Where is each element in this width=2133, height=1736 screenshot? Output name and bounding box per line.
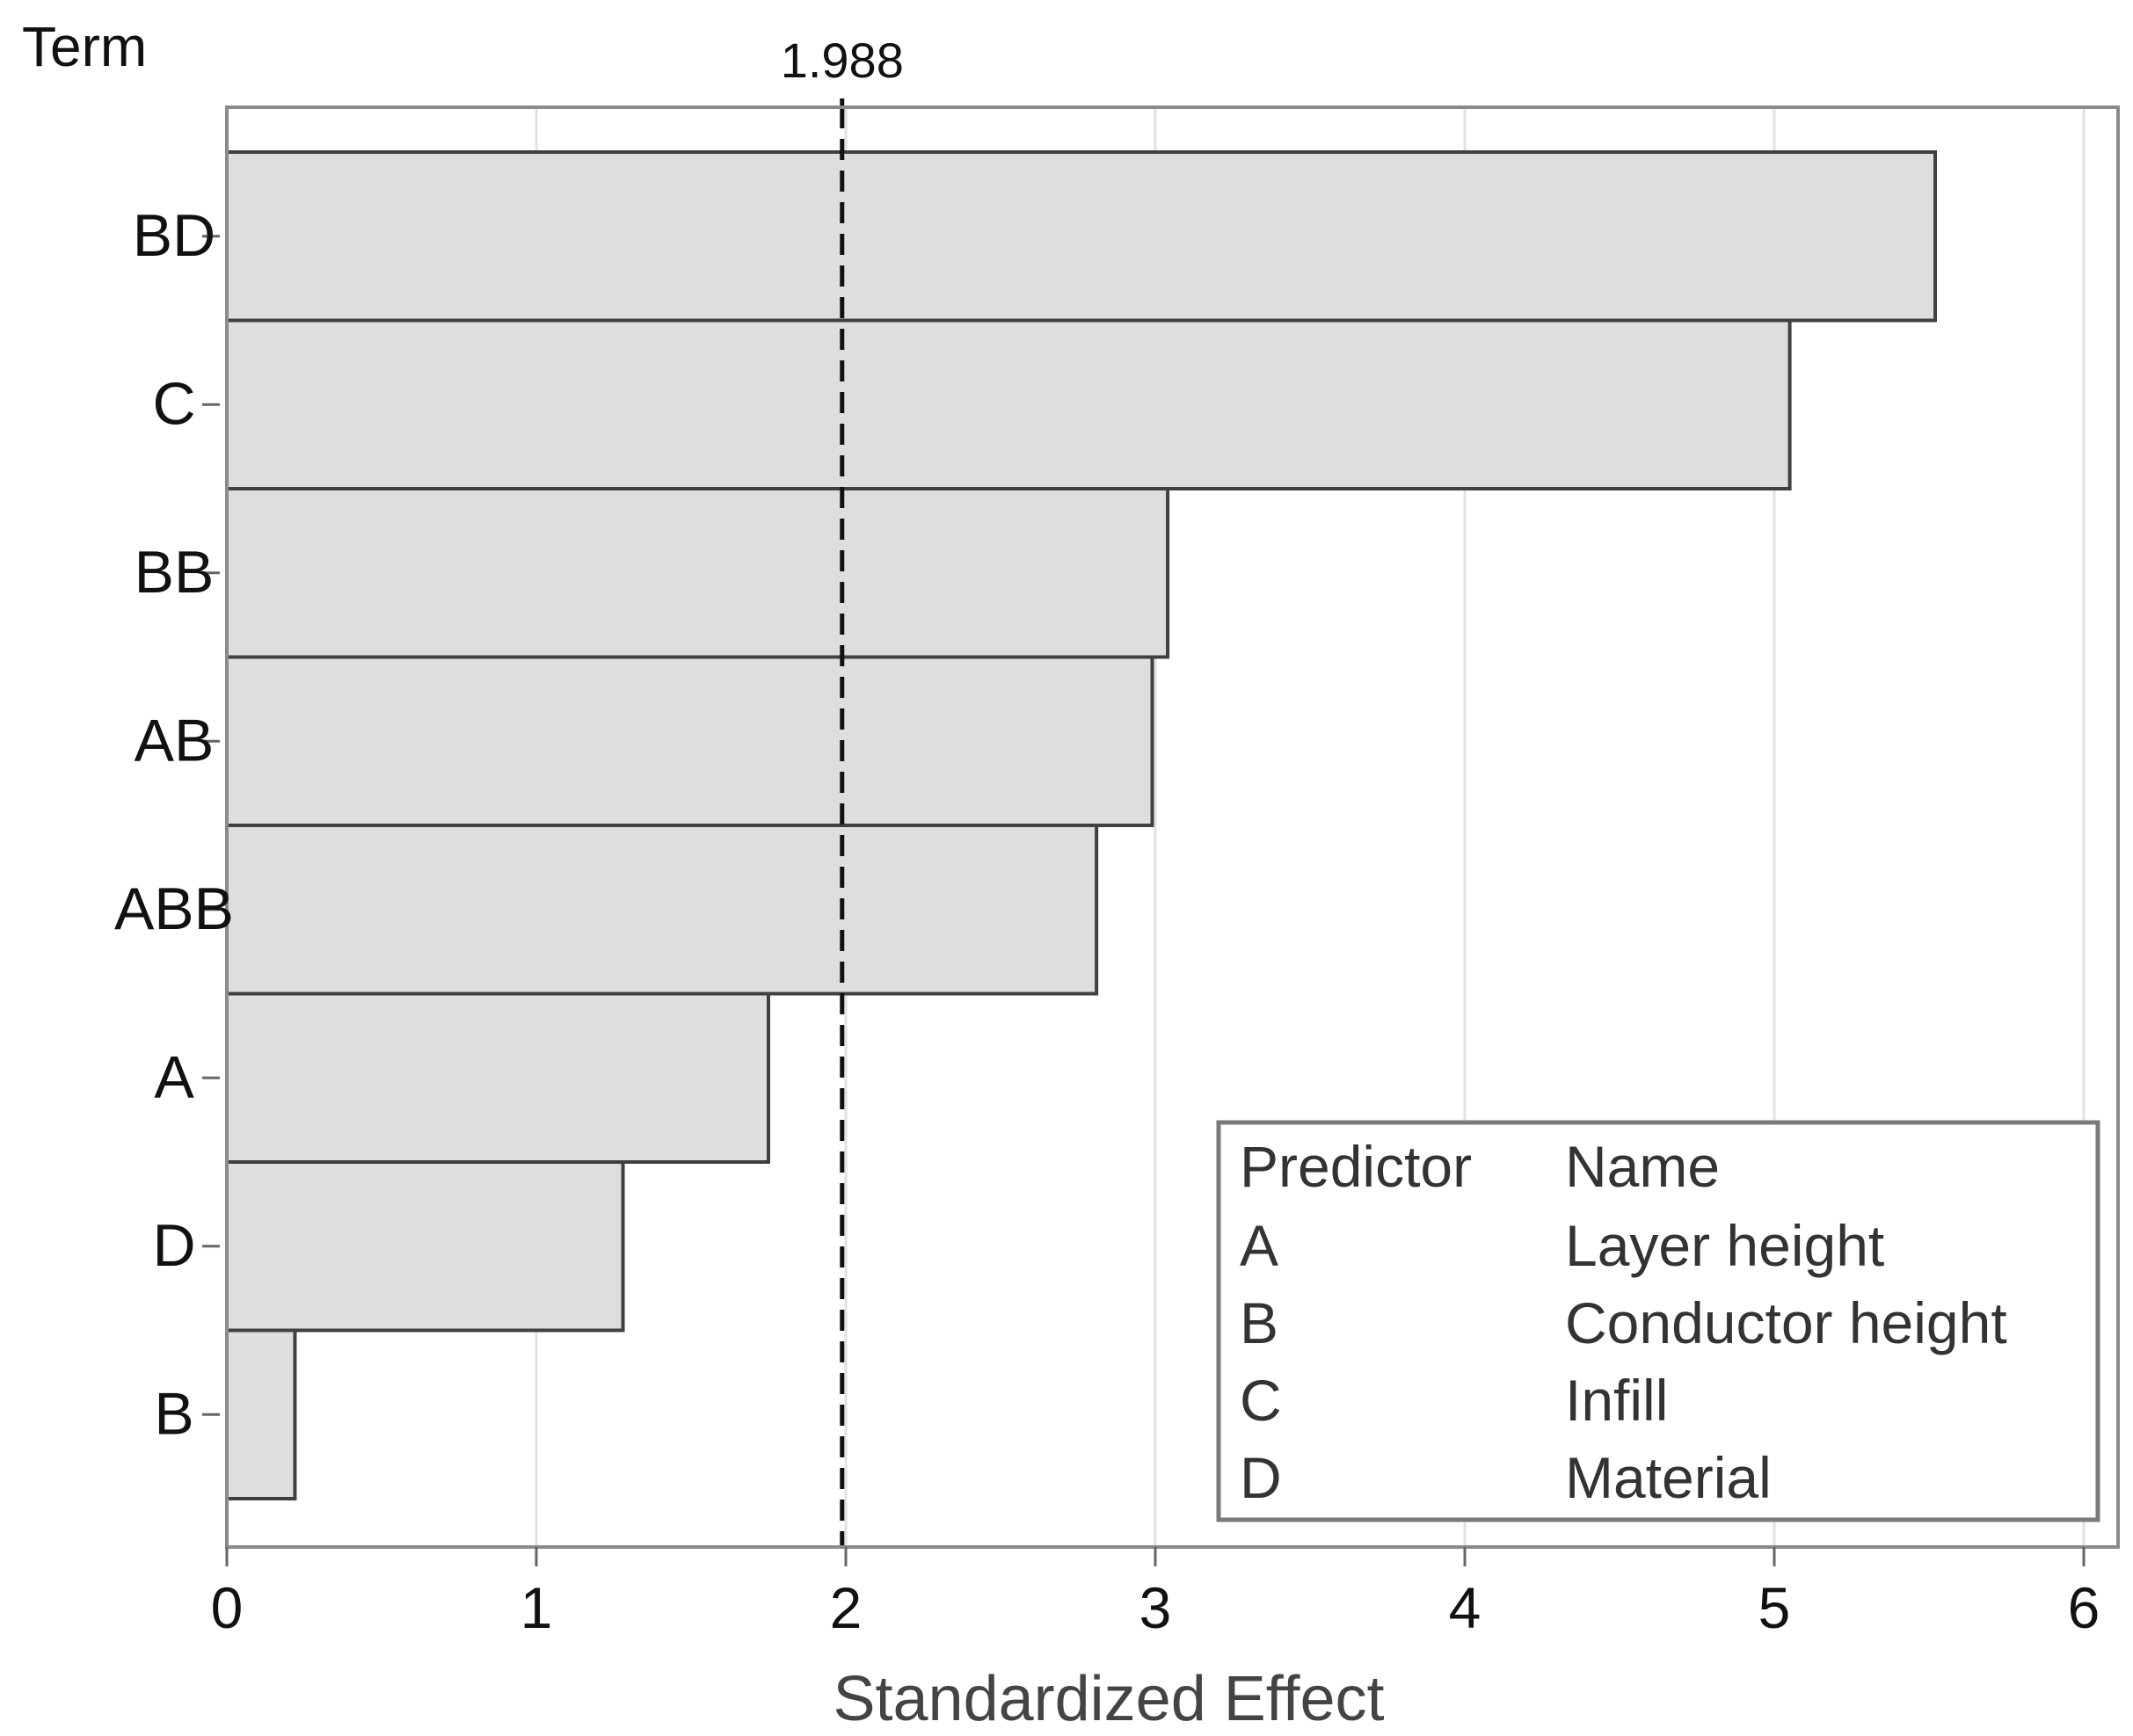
- legend-name-b: Conductor height: [1565, 1290, 2007, 1355]
- legend-name-c: Infill: [1565, 1368, 1668, 1433]
- x-tick-label-4: 4: [1449, 1575, 1481, 1640]
- legend-predictor-a: A: [1240, 1213, 1278, 1278]
- x-tick-label-6: 6: [2068, 1575, 2100, 1640]
- x-tick-label-1: 1: [521, 1575, 553, 1640]
- plot-frame: [225, 105, 2120, 1549]
- x-axis-title: Standardized Effect: [833, 1664, 1384, 1734]
- y-tick-label-b: B: [154, 1380, 193, 1447]
- legend-name-d: Material: [1565, 1445, 1772, 1510]
- legend-box: [1216, 1120, 2100, 1522]
- y-tick-label-abb: ABB: [114, 875, 234, 942]
- bar-b: [225, 1328, 297, 1500]
- legend-name-a: Layer height: [1565, 1213, 1884, 1278]
- y-axis: BD C BB AB ABB A D B: [114, 202, 234, 1448]
- x-axis: 0 1 2 3 4 5 6: [211, 1547, 2100, 1640]
- bar-abb: [225, 824, 1099, 996]
- y-tick-label-d: D: [152, 1212, 195, 1279]
- bar-a: [225, 991, 770, 1164]
- bar-c: [225, 318, 1792, 490]
- bar-bb: [225, 487, 1170, 659]
- bar-bd: [225, 150, 1938, 323]
- legend-header-predictor: Predictor: [1240, 1134, 1472, 1199]
- bar-ab: [225, 655, 1154, 827]
- x-tick-label-2: 2: [830, 1575, 863, 1640]
- x-tick-label-5: 5: [1758, 1575, 1791, 1640]
- y-tick-label-bb: BB: [135, 539, 215, 606]
- y-tick-label-bd: BD: [133, 202, 215, 269]
- bars: [225, 150, 1938, 1500]
- legend-predictor-c: C: [1240, 1368, 1282, 1433]
- y-axis-title: Term: [22, 15, 147, 78]
- x-tick-label-0: 0: [211, 1575, 244, 1640]
- reference-line-label: 1.988: [781, 33, 904, 88]
- x-tick-label-3: 3: [1139, 1575, 1172, 1640]
- legend-rows: A Layer height B Conductor height C Infill D Ma…: [1240, 1213, 2007, 1510]
- y-tick-label-ab: AB: [135, 707, 215, 774]
- y-tick-label-c: C: [152, 370, 195, 437]
- y-tick-label-a: A: [154, 1043, 194, 1110]
- predictor-legend: Predictor Name A Layer height B Conductor h…: [1216, 1120, 2100, 1522]
- legend-predictor-d: D: [1240, 1445, 1282, 1510]
- legend-header-name: Name: [1565, 1134, 1720, 1199]
- bar-d: [225, 1160, 625, 1333]
- legend-predictor-b: B: [1240, 1290, 1278, 1355]
